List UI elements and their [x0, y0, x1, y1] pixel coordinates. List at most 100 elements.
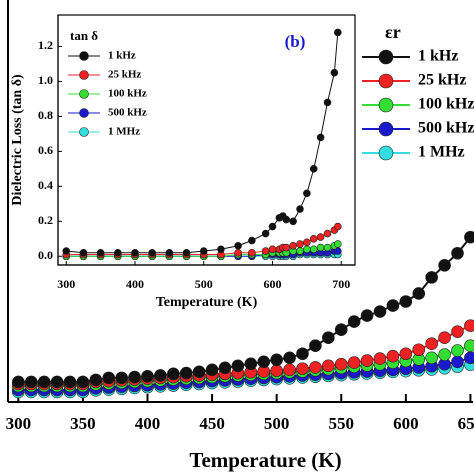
legend-label: 1 MHz — [418, 144, 465, 161]
legend-label: 25 kHz — [418, 72, 466, 89]
data-point — [360, 309, 374, 322]
data-point — [438, 348, 451, 361]
data-point — [192, 365, 206, 379]
data-point — [451, 355, 464, 369]
x-tick-label: 300 — [6, 414, 32, 433]
data-point — [199, 247, 208, 255]
annotation: (b) — [285, 32, 306, 51]
x-tick-label: 350 — [70, 414, 96, 433]
data-point — [334, 222, 342, 231]
data-point — [386, 299, 400, 312]
data-point — [296, 347, 309, 361]
data-point — [128, 370, 141, 384]
data-point — [182, 248, 191, 257]
legend-marker — [79, 127, 89, 137]
data-point — [289, 217, 297, 226]
data-point — [334, 357, 348, 371]
x-tick-label: 550 — [329, 414, 355, 433]
data-point — [316, 233, 325, 241]
data-point — [270, 364, 283, 377]
y-tick-label: 0.6 — [38, 143, 53, 157]
data-point — [165, 248, 174, 257]
data-point — [347, 356, 361, 369]
data-point — [334, 240, 342, 248]
x-tick-label: 450 — [199, 414, 225, 433]
legend-label: 500 kHz — [108, 107, 147, 119]
data-point — [248, 248, 256, 257]
y-tick-label: 1.2 — [38, 38, 53, 52]
data-point — [154, 369, 167, 382]
legend-marker — [79, 70, 89, 80]
data-point — [268, 245, 277, 254]
data-point — [167, 367, 180, 381]
data-point — [334, 323, 348, 336]
data-point — [115, 371, 128, 385]
data-point — [282, 243, 291, 252]
x-tick-label: 600 — [393, 414, 419, 433]
data-point — [131, 248, 139, 257]
data-point — [316, 133, 325, 142]
data-point — [76, 375, 90, 389]
legend-title: εr — [385, 22, 401, 42]
data-point — [303, 189, 311, 198]
x-axis-label: Temperature (K) — [189, 448, 341, 472]
data-point — [37, 375, 51, 389]
legend-label: 25 kHz — [108, 69, 141, 81]
data-point — [323, 98, 332, 107]
y-tick-label: 0.8 — [38, 108, 53, 122]
legend-marker — [378, 145, 394, 161]
data-point — [270, 353, 283, 367]
data-point — [261, 247, 270, 255]
data-point — [425, 351, 438, 365]
data-point — [309, 165, 318, 173]
x-tick-label: 500 — [264, 414, 290, 433]
data-point — [309, 361, 322, 374]
data-point — [96, 248, 105, 257]
data-point — [283, 351, 296, 365]
data-point — [24, 375, 38, 389]
data-point — [114, 248, 122, 257]
data-point — [316, 243, 325, 252]
legend-label: 100 kHz — [108, 88, 147, 100]
legend-marker — [79, 51, 89, 61]
data-point — [438, 259, 451, 272]
x-tick-label: 400 — [135, 414, 161, 433]
legend-label: 1 kHz — [418, 48, 458, 65]
data-point — [323, 243, 332, 252]
y-tick-label: 0.4 — [38, 178, 53, 192]
legend-title: tan δ — [70, 28, 98, 43]
data-point — [102, 371, 116, 385]
x-tick-label: 650 — [458, 414, 474, 433]
data-point — [217, 245, 225, 254]
data-point — [309, 245, 318, 254]
y-tick-label: 0.0 — [38, 248, 53, 262]
legend-marker — [79, 108, 89, 118]
x-tick-label: 300 — [57, 277, 75, 291]
legend-marker — [378, 97, 394, 113]
data-point — [205, 363, 219, 377]
data-point — [438, 331, 451, 344]
data-point — [89, 373, 103, 387]
data-point — [373, 305, 387, 318]
data-point — [464, 319, 474, 332]
data-point — [282, 215, 291, 224]
data-point — [303, 238, 311, 247]
data-point — [218, 361, 232, 375]
data-point — [399, 295, 413, 308]
legend-label: 1 MHz — [108, 126, 140, 138]
legend-label: 1 kHz — [108, 50, 136, 62]
x-tick-label: 400 — [126, 277, 144, 291]
data-point — [309, 339, 322, 353]
x-tick-label: 500 — [195, 277, 213, 291]
data-point — [289, 241, 297, 250]
data-point — [303, 245, 311, 254]
legend-marker — [378, 121, 394, 137]
data-point — [296, 205, 304, 213]
inset-frame — [57, 14, 356, 266]
data-point — [425, 271, 438, 284]
main-chart: 300 350 400 450 500 550 600 650 Temperature (K) ε… — [6, 0, 474, 472]
data-point — [296, 240, 304, 248]
data-point — [412, 287, 426, 300]
x-tick-label: 700 — [332, 277, 350, 291]
